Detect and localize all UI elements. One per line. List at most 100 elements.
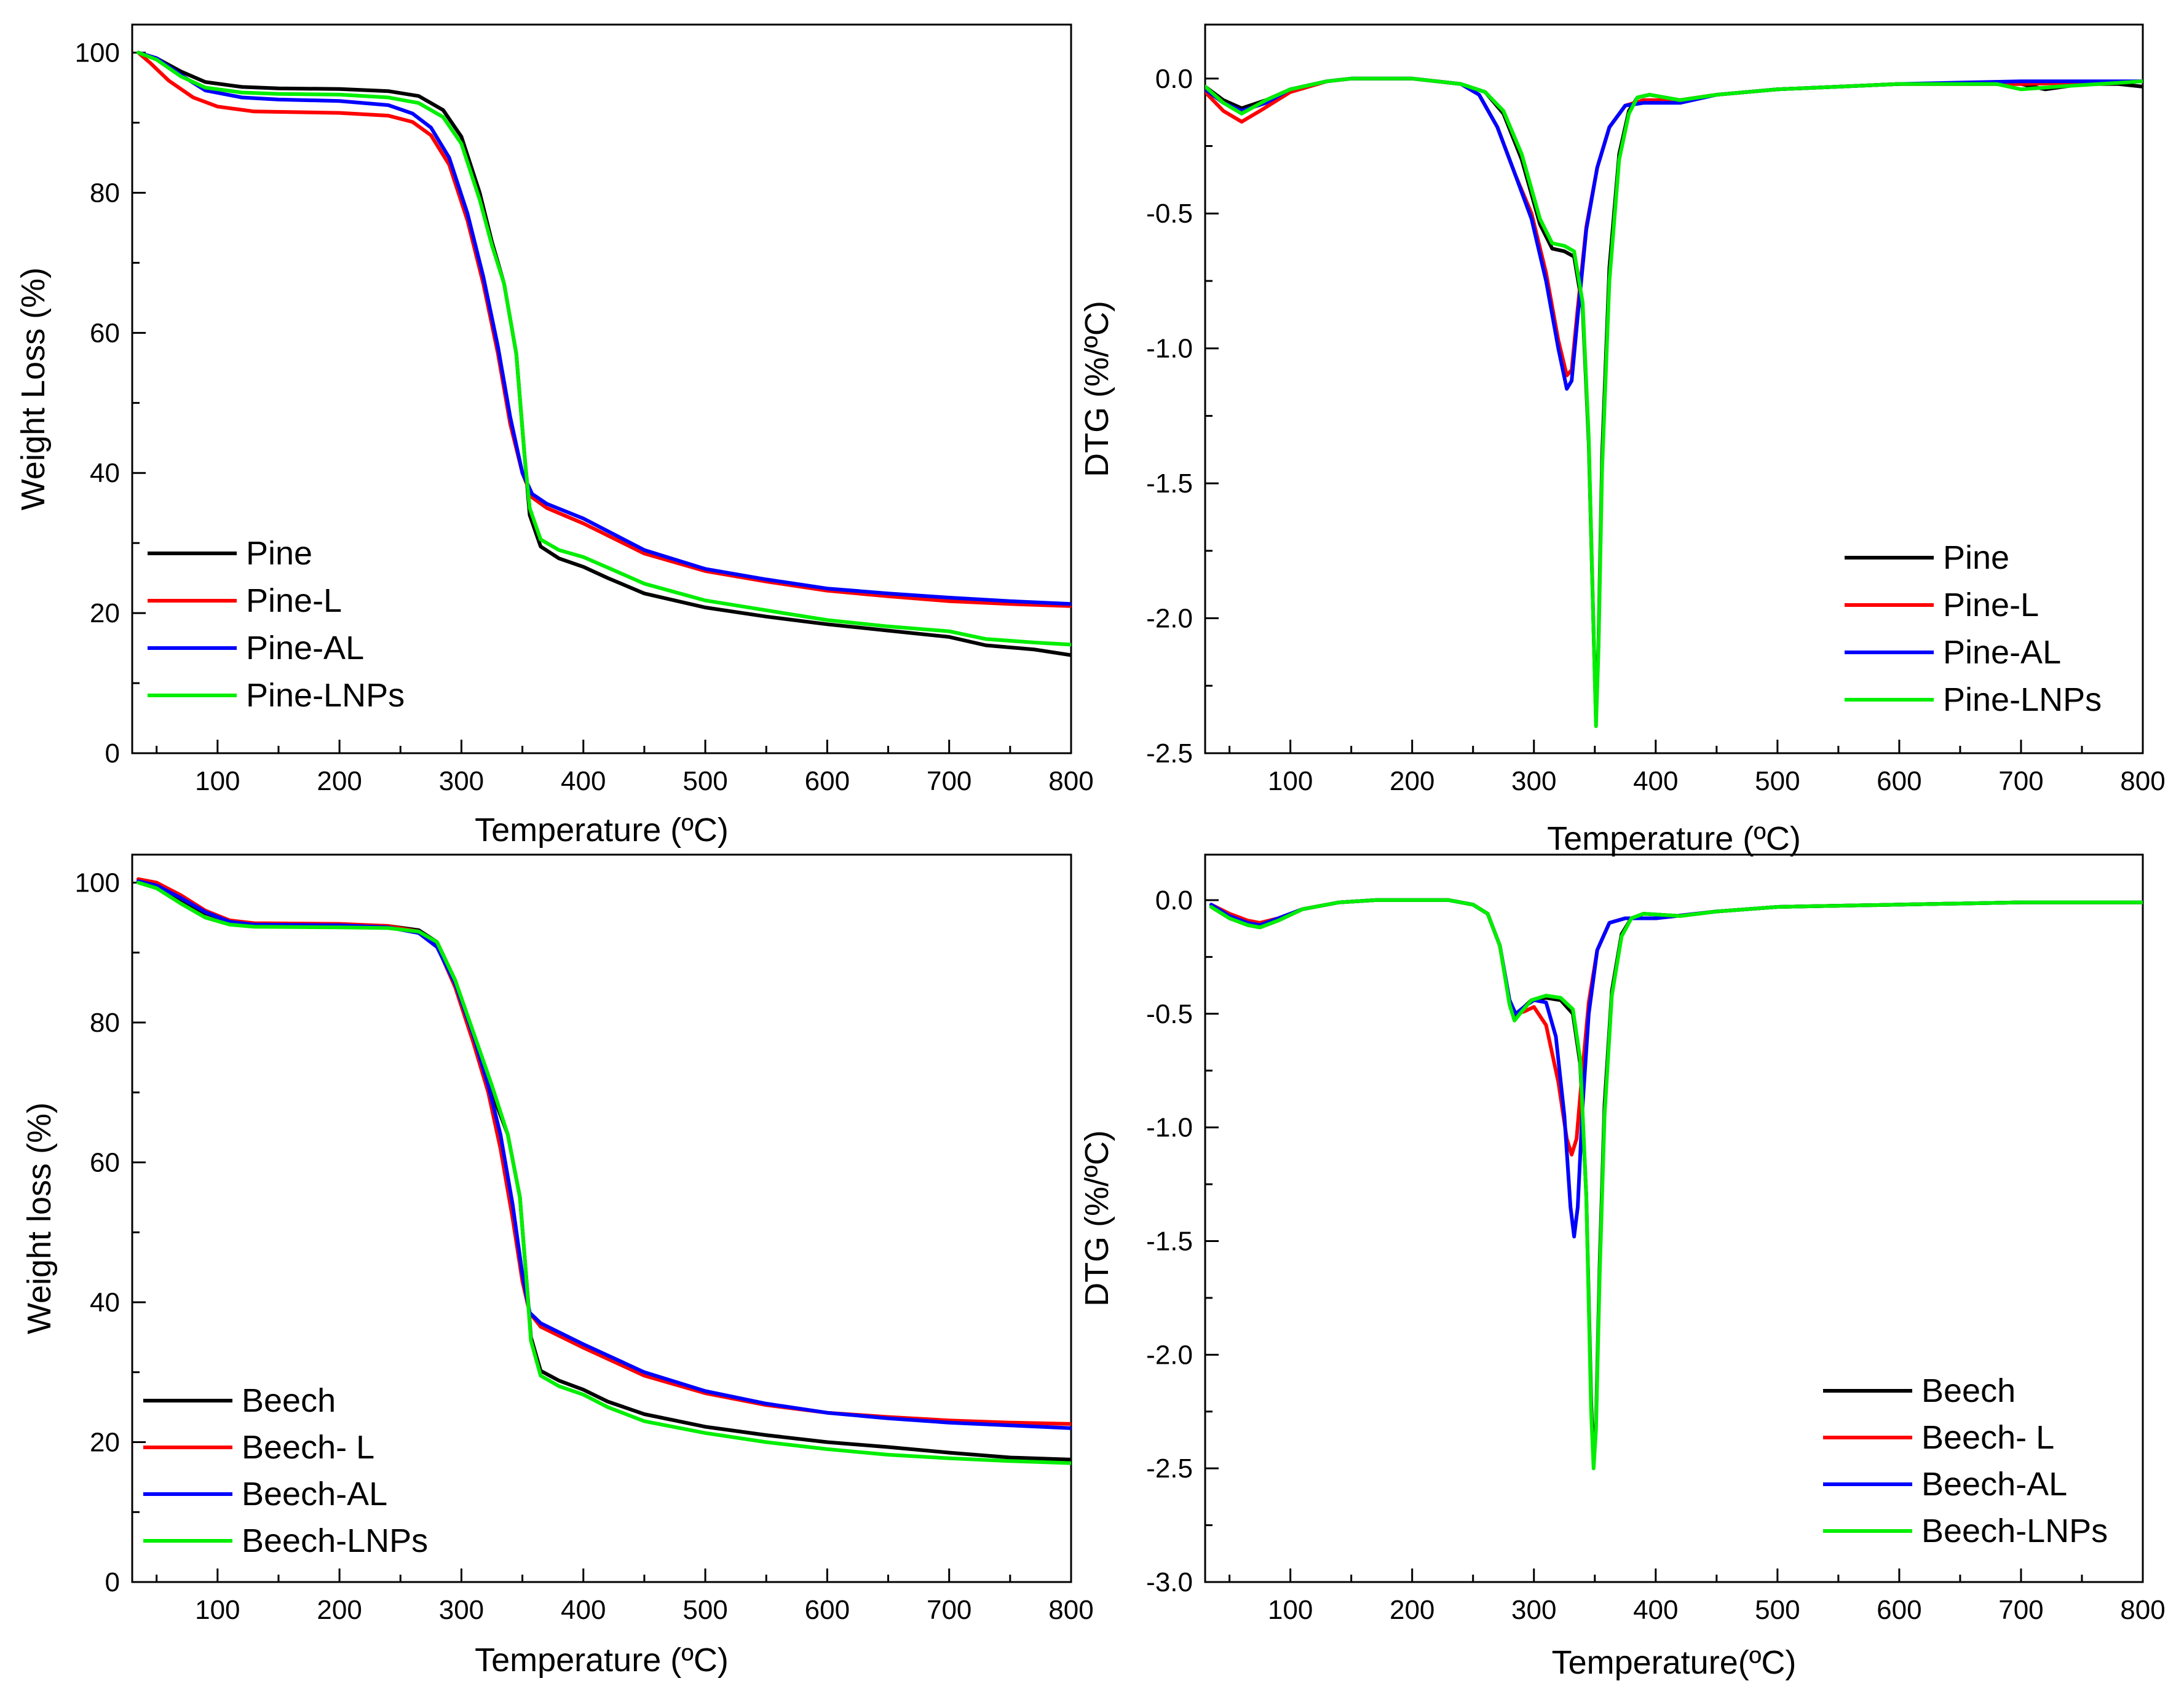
series-line-pine (1205, 76, 2143, 723)
x-tick-label: 700 (1998, 766, 2043, 796)
legend-label: Beech-AL (242, 1476, 387, 1513)
y-axis-label: DTG (%/ºC) (1078, 1130, 1115, 1307)
y-tick-label: 0 (105, 1567, 120, 1597)
x-tick-label: 300 (439, 1595, 484, 1625)
legend-label: Pine-LNPs (1943, 681, 2102, 718)
y-tick-label: -1.5 (1146, 1226, 1193, 1256)
series-line-pine-al (136, 50, 1071, 606)
x-axis-label: Temperature (ºC) (475, 1642, 729, 1679)
legend-label: Pine-AL (1943, 634, 2061, 671)
y-tick-label: 0.0 (1155, 64, 1193, 94)
y-axis-label: Weight Loss (%) (15, 267, 52, 510)
plot-frame (131, 23, 1072, 754)
x-axis-label: Temperature (ºC) (1547, 820, 1801, 857)
plot-frame (1204, 853, 2144, 1583)
legend-label: Pine (1943, 539, 2009, 576)
y-tick-label: 100 (75, 868, 120, 898)
series-line-pine-l (1205, 76, 2143, 378)
legend-label: Pine-L (1943, 587, 2039, 623)
series-line-pine-lnps (1205, 76, 2143, 729)
legend-label: Beech- L (242, 1429, 374, 1466)
series-line-beech-lnps (136, 880, 1071, 1465)
y-tick-label: -2.5 (1146, 738, 1193, 769)
x-axis-label: Temperature(ºC) (1552, 1644, 1797, 1681)
y-tick-label: -3.0 (1146, 1567, 1193, 1597)
y-tick-label: 20 (90, 598, 120, 628)
y-tick-label: -2.0 (1146, 1340, 1193, 1370)
legend-label: Beech (1921, 1372, 2016, 1409)
x-tick-label: 500 (1755, 1595, 1800, 1625)
y-tick-label: 80 (90, 1008, 120, 1038)
y-tick-label: 80 (90, 178, 120, 208)
x-tick-label: 500 (682, 1595, 727, 1625)
x-tick-label: 400 (561, 766, 606, 796)
x-tick-label: 500 (1755, 766, 1800, 796)
series-line-beech-al (136, 879, 1071, 1430)
y-axis-label: DTG (%/ºC) (1078, 301, 1115, 477)
chart-pine-tga: 100 200 300 400 500 600 700 800 0 20 40 60 80 100 Temp… (15, 23, 1094, 848)
x-tick-label: 600 (805, 766, 850, 796)
x-tick-label: 800 (2120, 766, 2165, 796)
chart-pine-dtg: 100 200 300 400 500 600 700 800 -2.5 -2.0 -1.5 -1.0… (1078, 23, 2166, 857)
legend: Pine Pine-L Pine-AL Pine-LNPs (148, 535, 405, 714)
x-tick-label: 100 (1268, 766, 1313, 796)
x-tick-label: 200 (317, 1595, 362, 1625)
y-tick-label: -1.5 (1146, 469, 1193, 499)
y-tick-label: 20 (90, 1428, 120, 1458)
y-tick-label: -0.5 (1146, 999, 1193, 1029)
plot-frame (131, 853, 1072, 1583)
legend-label: Beech-LNPs (1921, 1513, 2108, 1549)
legend-label: Beech- L (1921, 1419, 2054, 1456)
legend-label: Pine-AL (246, 630, 364, 667)
plot-frame (1204, 23, 2144, 754)
series-line-beech-lnps (1209, 898, 2143, 1471)
y-tick-label: 0.0 (1155, 885, 1193, 916)
series-line-beech-l (136, 877, 1071, 1426)
x-axis-label: Temperature (ºC) (475, 812, 729, 848)
series-line-beech (136, 879, 1071, 1462)
x-tick-label: 100 (195, 1595, 240, 1625)
x-tick-label: 700 (927, 1595, 971, 1625)
chart-beech-dtg: 100 200 300 400 500 600 700 800 -3.0 -2.5 -2.0 -1.5… (1078, 853, 2166, 1681)
x-tick-label: 600 (805, 1595, 850, 1625)
legend: Pine Pine-L Pine-AL Pine-LNPs (1845, 539, 2102, 718)
series-line-pine-l (136, 50, 1071, 608)
y-tick-label: 60 (90, 318, 120, 348)
x-tick-label: 700 (1998, 1595, 2043, 1625)
y-tick-label: 40 (90, 458, 120, 488)
x-tick-label: 700 (927, 766, 971, 796)
legend: Beech Beech- L Beech-AL Beech-LNPs (1823, 1372, 2108, 1549)
chart-beech-tga: 100 200 300 400 500 600 700 800 0 20 40 60 80 100 Temp… (21, 853, 1094, 1679)
x-tick-label: 100 (1268, 1595, 1313, 1625)
series-group (1205, 76, 2143, 729)
y-tick-label: -1.0 (1146, 334, 1193, 364)
legend-label: Pine-LNPs (246, 677, 405, 714)
y-tick-label: 60 (90, 1148, 120, 1178)
legend-label: Beech-LNPs (242, 1522, 428, 1559)
x-tick-label: 300 (1511, 1595, 1556, 1625)
x-tick-label: 200 (317, 766, 362, 796)
series-group (136, 50, 1071, 657)
x-tick-label: 200 (1390, 1595, 1434, 1625)
x-tick-label: 600 (1877, 1595, 1921, 1625)
y-tick-label: 100 (75, 38, 120, 68)
x-tick-label: 800 (1048, 1595, 1093, 1625)
y-tick-label: -2.5 (1146, 1454, 1193, 1484)
series-group (136, 877, 1071, 1465)
legend-label: Beech-AL (1921, 1466, 2067, 1503)
legend-label: Beech (242, 1382, 336, 1419)
y-tick-label: 40 (90, 1288, 120, 1318)
x-tick-label: 400 (561, 1595, 606, 1625)
y-axis-label: Weight loss (%) (21, 1102, 58, 1334)
x-tick-label: 500 (682, 766, 727, 796)
y-tick-label: -0.5 (1146, 199, 1193, 229)
x-tick-label: 800 (2120, 1595, 2165, 1625)
x-tick-label: 100 (195, 766, 240, 796)
x-tick-label: 600 (1877, 766, 1921, 796)
series-line-beech-al (1209, 898, 2143, 1239)
y-tick-label: -1.0 (1146, 1113, 1193, 1143)
legend-label: Pine-L (246, 582, 342, 619)
series-line-pine-lnps (136, 50, 1071, 647)
legend-label: Pine (246, 535, 312, 572)
